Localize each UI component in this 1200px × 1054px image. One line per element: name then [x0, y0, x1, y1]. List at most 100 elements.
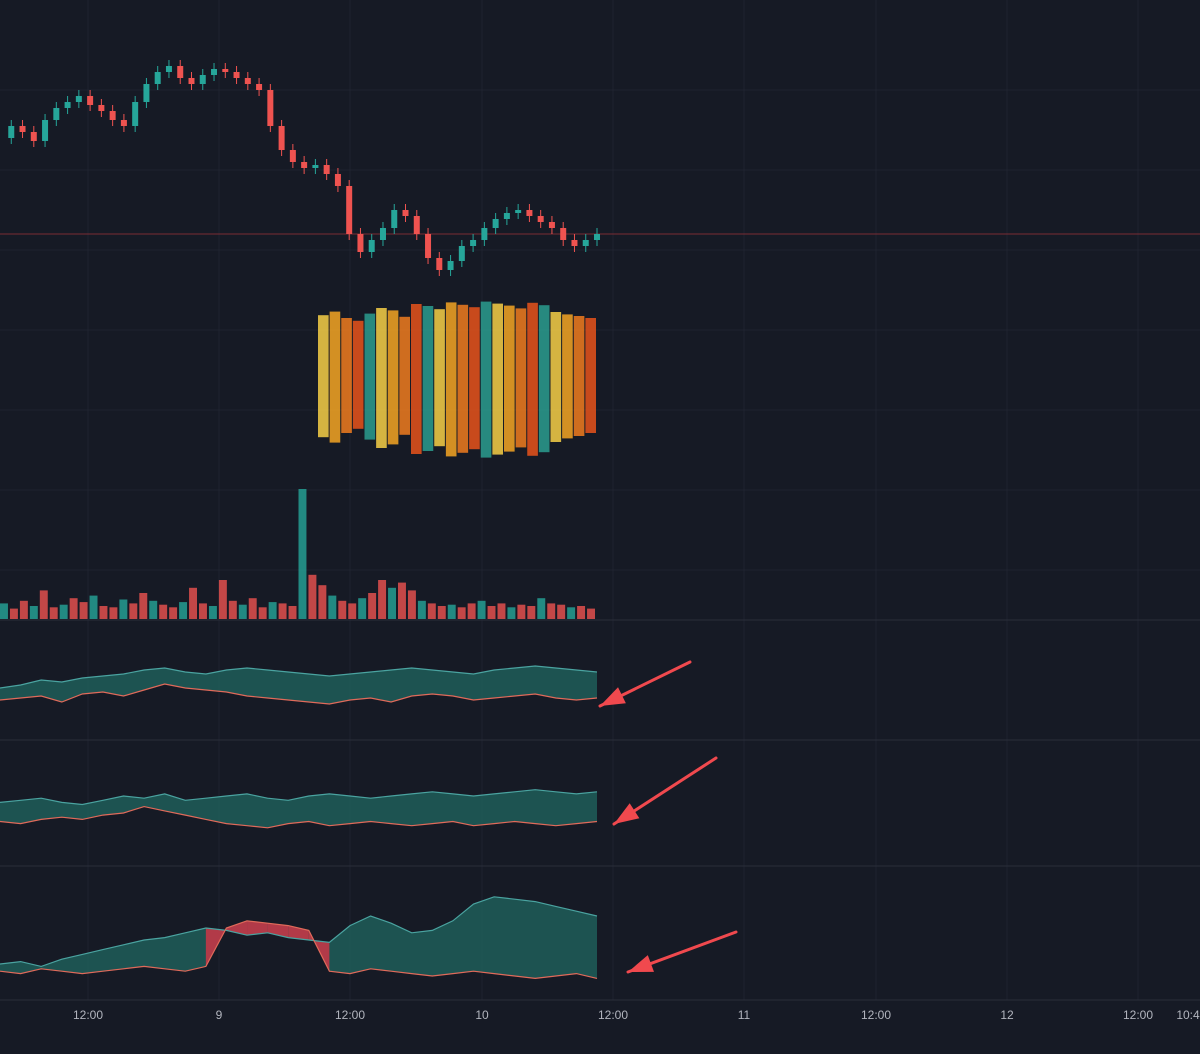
volume-bar	[29, 606, 38, 619]
oscillator-line-lower	[0, 920, 598, 980]
heat-bar	[352, 320, 364, 429]
volume-bar	[557, 604, 566, 619]
volume-bar	[537, 598, 546, 619]
heat-bar	[585, 318, 596, 433]
time-axis-label: 9	[216, 1008, 223, 1022]
heat-bar	[538, 305, 550, 453]
volume-bar	[69, 598, 78, 619]
oscillator-pane-2[interactable]	[0, 789, 598, 829]
candle-body	[19, 126, 26, 132]
heat-bar	[457, 304, 469, 453]
candle-body	[492, 219, 499, 228]
volume-bar	[517, 604, 526, 619]
time-axis-label: 12:00	[1123, 1008, 1153, 1022]
volume-bar	[228, 600, 237, 619]
candle-body	[413, 216, 420, 234]
volume-bar	[547, 603, 556, 619]
oscillator-pane-1[interactable]	[0, 665, 598, 705]
volume-bar	[19, 600, 28, 619]
heat-bar	[329, 311, 341, 443]
candle-body	[515, 210, 522, 213]
volume-bar	[507, 607, 516, 619]
heat-bar	[434, 309, 445, 447]
candle-body	[199, 75, 206, 84]
oscillator-cross-fill	[247, 920, 268, 936]
candle-body	[402, 210, 409, 216]
volume-bar	[378, 580, 387, 619]
time-axis-label: 10	[475, 1008, 489, 1022]
time-axis-label: 11	[738, 1008, 751, 1022]
volume-bar	[129, 603, 138, 619]
candle-body	[436, 258, 443, 270]
candle-body	[379, 228, 386, 240]
oscillator-fill	[0, 789, 597, 828]
volume-bar	[447, 604, 456, 619]
volume-bar	[358, 598, 367, 619]
volume-bar	[99, 606, 108, 619]
volume-bar	[149, 600, 158, 619]
volume-bar	[368, 593, 377, 619]
volume-bar	[218, 580, 227, 619]
candle-body	[391, 210, 398, 228]
time-axis-label: 12:00	[861, 1008, 891, 1022]
volume-bar	[318, 585, 327, 619]
candle-body	[346, 186, 353, 234]
candle-body	[87, 96, 94, 105]
volume-bar	[477, 600, 486, 619]
candle-body	[211, 69, 218, 75]
candle-body	[526, 210, 533, 216]
candle-body	[458, 246, 465, 261]
volume-bar	[159, 604, 168, 619]
volume-bar	[338, 600, 347, 619]
time-axis-label: 12:00	[73, 1008, 103, 1022]
volume-pane	[0, 489, 595, 619]
heatmap-overlay	[318, 301, 596, 458]
price-pane[interactable]	[0, 60, 1200, 276]
candle-body	[470, 240, 477, 246]
volume-bar	[9, 608, 18, 619]
time-axis-label: 12:00	[598, 1008, 628, 1022]
oscillator-line-upper	[0, 665, 598, 689]
oscillator-line-lower	[0, 805, 598, 829]
volume-bar	[457, 607, 466, 619]
oscillator-pane-3[interactable]	[0, 896, 598, 980]
heat-bar	[469, 307, 480, 450]
volume-bar	[497, 603, 506, 619]
volume-bar	[179, 602, 188, 619]
candle-body	[289, 150, 296, 162]
candle-body	[75, 96, 82, 102]
volume-bar	[258, 607, 267, 619]
candle-body	[154, 72, 161, 84]
annotation-arrows	[598, 660, 738, 974]
candle-body	[53, 108, 60, 120]
oscillator-cross-fill	[267, 923, 289, 938]
oscillator-line-lower	[0, 683, 598, 705]
arrow-head	[614, 803, 640, 824]
volume-bar	[0, 603, 8, 619]
candle-body	[368, 240, 375, 252]
volume-bar	[248, 598, 257, 619]
candle-body	[165, 66, 172, 72]
heat-bar	[515, 308, 527, 448]
time-axis[interactable]: 12:00 9 12:00 10 12:00 11 12:00 12 12:00 10:4	[73, 1008, 1200, 1022]
candle-body	[233, 72, 240, 78]
volume-bar	[208, 606, 217, 619]
candle-body	[323, 165, 330, 174]
volume-bar	[109, 607, 118, 619]
volume-bar	[278, 603, 287, 619]
volume-bar	[348, 603, 357, 619]
candle-body	[594, 234, 600, 240]
candle-body	[8, 126, 15, 138]
candle-body	[334, 174, 341, 186]
volume-bar	[288, 606, 297, 619]
grid-lines	[0, 0, 1200, 1001]
time-axis-label: 12:00	[335, 1008, 365, 1022]
volume-bar	[308, 574, 317, 619]
volume-bar	[89, 595, 98, 619]
candle-body	[537, 216, 544, 222]
oscillator-cross-fill	[288, 925, 309, 940]
heat-bar	[445, 302, 457, 457]
volume-bar	[169, 607, 178, 619]
volume-bar	[139, 593, 148, 619]
